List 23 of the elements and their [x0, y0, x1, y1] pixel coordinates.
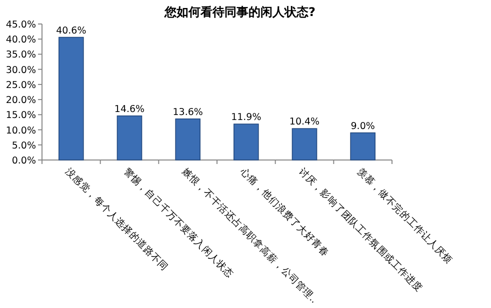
- y-tick-label: 15.0%: [6, 110, 36, 122]
- data-label: 11.9%: [231, 112, 262, 124]
- y-tick-label: 35.0%: [6, 50, 36, 61]
- y-tick-label: 0.0%: [12, 156, 36, 166]
- data-label: 9.0%: [350, 120, 375, 132]
- bar: [116, 115, 142, 160]
- data-label: 40.6%: [56, 25, 86, 36]
- bar: [234, 124, 259, 160]
- bar: [292, 128, 318, 160]
- y-tick-label: 30.0%: [6, 64, 36, 76]
- y-tick-label: 10.0%: [6, 125, 36, 136]
- y-tick-label: 45.0%: [6, 20, 36, 30]
- y-tick-label: 40.0%: [6, 34, 36, 46]
- bar: [58, 36, 84, 160]
- chart-title: 您如何看待同事的闲人状态?: [164, 5, 316, 19]
- y-tick-label: 20.0%: [6, 95, 36, 106]
- data-label: 10.4%: [289, 116, 320, 128]
- bar: [175, 118, 200, 160]
- bar: [350, 132, 376, 160]
- y-tick-label: 5.0%: [12, 140, 36, 152]
- data-label: 13.6%: [172, 106, 203, 118]
- data-label: 14.6%: [114, 104, 145, 115]
- y-tick-label: 25.0%: [6, 80, 36, 91]
